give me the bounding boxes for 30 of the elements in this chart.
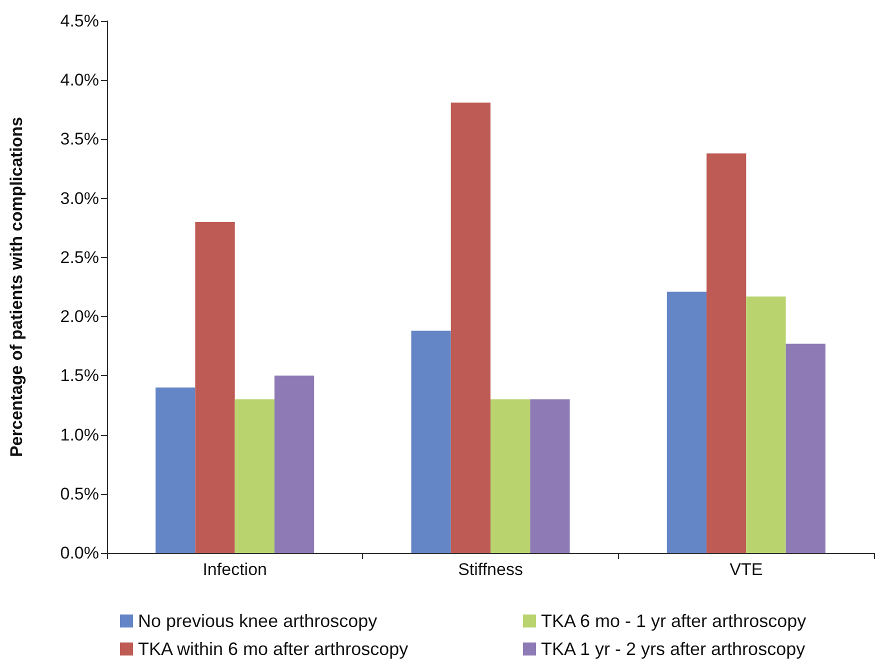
y-axis-title: Percentage of patients with complications [7, 116, 26, 458]
y-tick-label: 3.0% [60, 188, 99, 208]
x-tick-label: VTE [730, 560, 763, 579]
bar [706, 153, 746, 553]
bar [786, 344, 826, 553]
legend-label: TKA 1 yr - 2 yrs after arthroscopy [541, 639, 806, 659]
legend-label: TKA 6 mo - 1 yr after arthroscopy [541, 611, 806, 631]
y-tick-label: 2.0% [60, 307, 99, 326]
bar [411, 330, 451, 553]
bar [666, 292, 707, 553]
bar [195, 222, 235, 553]
y-tick-label: 4.5% [60, 12, 99, 30]
y-tick-label: 4.0% [60, 70, 99, 90]
bar [234, 399, 274, 553]
y-tick-label: 3.5% [60, 130, 99, 149]
y-tick-label: 0.0% [60, 544, 99, 562]
bar [746, 296, 786, 553]
y-tick-label: 0.5% [60, 484, 99, 504]
legend-label: No previous knee arthroscopy [138, 611, 378, 631]
bar [490, 399, 530, 553]
y-tick-label: 2.5% [60, 248, 99, 267]
x-tick-label: Infection [202, 560, 267, 579]
y-tick-label: 1.5% [60, 366, 99, 386]
bar [530, 399, 570, 553]
x-tick-label: Stiffness [458, 560, 523, 579]
y-tick-label: 1.0% [60, 425, 99, 444]
legend-label: TKA within 6 mo after arthroscopy [138, 639, 408, 659]
bar [274, 376, 314, 553]
bar [450, 102, 490, 553]
bar [156, 387, 196, 553]
